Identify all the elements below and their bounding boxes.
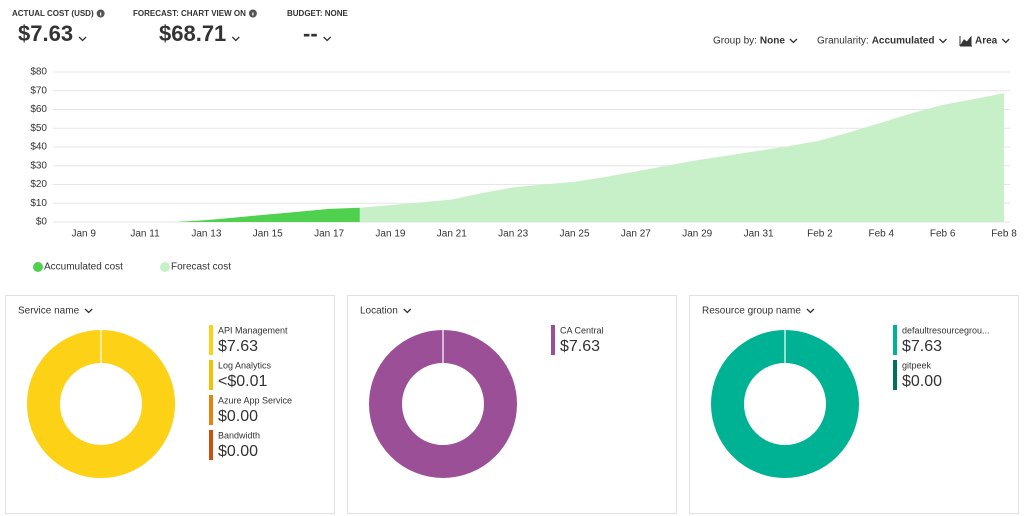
x-tick-label: Feb 2 bbox=[807, 229, 833, 240]
x-tick-label: Jan 23 bbox=[498, 229, 528, 240]
chevron[interactable] bbox=[231, 36, 240, 42]
x-tick-label: Jan 17 bbox=[314, 229, 344, 240]
legend-name[interactable]: Log Analytics bbox=[218, 360, 272, 370]
legend-bar[interactable] bbox=[551, 325, 555, 355]
legend-swatch[interactable] bbox=[33, 262, 43, 272]
x-tick-label: Feb 6 bbox=[930, 229, 956, 240]
legend-value[interactable]: $7.63 bbox=[902, 338, 942, 355]
control-value[interactable]: Accumulated bbox=[872, 36, 935, 47]
legend-bar[interactable] bbox=[209, 395, 213, 425]
panel bbox=[347, 295, 677, 514]
x-tick-label: Jan 13 bbox=[191, 229, 221, 240]
x-tick-label: Jan 21 bbox=[437, 229, 467, 240]
kpi-label: BUDGET: NONE bbox=[287, 9, 349, 18]
legend-name[interactable]: Bandwidth bbox=[218, 430, 260, 440]
kpi-value[interactable]: $68.71 bbox=[159, 21, 226, 46]
donut-slice[interactable] bbox=[26, 330, 175, 478]
chevron[interactable] bbox=[323, 36, 332, 42]
kpi-label: FORECAST: CHART VIEW ON bbox=[133, 9, 246, 18]
panel-title[interactable]: Location bbox=[360, 306, 398, 317]
legend-name[interactable]: defaultresourcegrou... bbox=[902, 325, 990, 335]
legend-value[interactable]: $0.00 bbox=[902, 373, 942, 390]
control-label[interactable]: Group by: bbox=[713, 36, 757, 47]
legend-value[interactable]: $0.00 bbox=[218, 408, 258, 425]
y-tick-label: $80 bbox=[30, 67, 47, 78]
donut-slice[interactable] bbox=[369, 330, 517, 479]
control-label[interactable]: Granularity: bbox=[817, 36, 869, 47]
legend-name[interactable]: Azure App Service bbox=[218, 395, 292, 405]
legend-label[interactable]: Forecast cost bbox=[171, 262, 231, 273]
info-glyph bbox=[100, 12, 102, 16]
legend-bar[interactable] bbox=[893, 360, 897, 390]
legend-value[interactable]: $7.63 bbox=[560, 338, 600, 355]
legend-value[interactable]: $7.63 bbox=[218, 338, 258, 355]
y-tick-label: $70 bbox=[30, 85, 47, 96]
area-icon[interactable] bbox=[959, 35, 972, 47]
y-tick-label: $50 bbox=[30, 123, 47, 134]
chevron[interactable] bbox=[78, 36, 87, 42]
x-tick-label: Jan 27 bbox=[621, 229, 651, 240]
chevron[interactable] bbox=[789, 38, 798, 44]
legend-bar[interactable] bbox=[209, 325, 213, 355]
panel-title[interactable]: Resource group name bbox=[702, 306, 801, 317]
chevron[interactable] bbox=[1001, 38, 1010, 44]
kpi-value[interactable]: $7.63 bbox=[18, 21, 73, 46]
legend-label[interactable]: Accumulated cost bbox=[44, 262, 123, 273]
x-tick-label: Jan 15 bbox=[253, 229, 283, 240]
kpi-label: ACTUAL COST (USD) bbox=[12, 9, 94, 18]
panel-title[interactable]: Service name bbox=[18, 306, 80, 317]
legend-value[interactable]: <$0.01 bbox=[218, 373, 267, 390]
legend-name[interactable]: API Management bbox=[218, 325, 288, 335]
donut-slice[interactable] bbox=[711, 330, 859, 479]
y-tick-label: $40 bbox=[30, 142, 47, 153]
legend-bar[interactable] bbox=[209, 360, 213, 390]
area bbox=[359, 93, 1005, 222]
chevron[interactable] bbox=[403, 308, 412, 314]
chevron[interactable] bbox=[806, 308, 815, 314]
control-value[interactable]: None bbox=[760, 36, 785, 47]
chevron[interactable] bbox=[939, 38, 947, 44]
y-tick-label: $60 bbox=[30, 104, 47, 115]
y-tick-label: $0 bbox=[36, 217, 48, 228]
control-value[interactable]: Area bbox=[975, 36, 998, 47]
y-tick-label: $30 bbox=[30, 160, 47, 171]
y-tick-label: $20 bbox=[30, 179, 47, 190]
x-tick-label: Jan 25 bbox=[560, 229, 590, 240]
info-glyph bbox=[252, 12, 254, 16]
area bbox=[53, 207, 360, 222]
kpi-value[interactable]: -- bbox=[303, 21, 318, 46]
legend-name[interactable]: CA Central bbox=[560, 325, 604, 335]
x-tick-label: Jan 31 bbox=[744, 229, 774, 240]
x-tick-label: Feb 4 bbox=[869, 229, 895, 240]
x-tick-label: Jan 9 bbox=[71, 229, 96, 240]
legend-name[interactable]: gitpeek bbox=[902, 360, 932, 370]
y-tick-label: $10 bbox=[30, 198, 47, 209]
x-tick-label: Feb 8 bbox=[991, 229, 1017, 240]
legend-value[interactable]: $0.00 bbox=[218, 443, 258, 460]
legend-bar[interactable] bbox=[893, 325, 897, 355]
x-tick-label: Jan 11 bbox=[130, 229, 160, 240]
legend-bar[interactable] bbox=[209, 430, 213, 460]
chevron[interactable] bbox=[84, 308, 93, 314]
x-tick-label: Jan 29 bbox=[682, 229, 712, 240]
legend-swatch[interactable] bbox=[160, 262, 170, 272]
x-tick-label: Jan 19 bbox=[375, 229, 405, 240]
